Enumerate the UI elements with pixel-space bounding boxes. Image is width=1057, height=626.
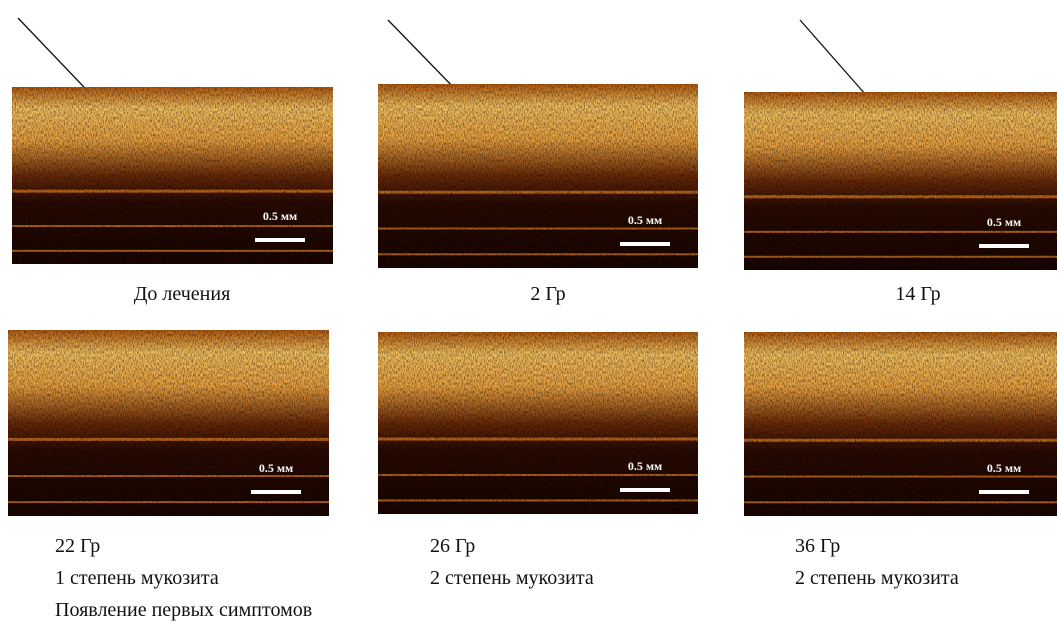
speckle (8, 330, 329, 516)
caption: 1 степень мукозита (55, 567, 219, 589)
oct-panel: 0.5 мм До лечения (12, 87, 333, 305)
speckle (12, 87, 333, 264)
scale-label: 0.5 мм (259, 461, 293, 475)
scale-bar (255, 238, 305, 242)
scale-bar (620, 488, 670, 492)
caption: 26 Гр (430, 535, 475, 557)
oct-panel: 0.5 мм 14 Гр (744, 92, 1057, 305)
caption: 2 степень мукозита (430, 567, 594, 589)
scale-label: 0.5 мм (263, 209, 297, 223)
caption: 2 степень мукозита (795, 567, 959, 589)
speckle (378, 332, 698, 514)
caption: 14 Гр (895, 283, 940, 305)
oct-panel: 0.5 мм 36 Гр 2 степень мукозита (744, 332, 1057, 589)
caption: Появление первых симптомов (55, 599, 312, 621)
oct-panel: 0.5 мм 26 Гр 2 степень мукозита (378, 332, 698, 589)
scale-label: 0.5 мм (628, 213, 662, 227)
oct-panel: 0.5 мм 2 Гр (378, 84, 698, 305)
figure: 0.5 ммДо лечения0.5 мм2 Гр0.5 мм14 Гр0.5… (0, 0, 1057, 626)
scale-bar (620, 242, 670, 246)
caption: 36 Гр (795, 535, 840, 557)
caption: 22 Гр (55, 535, 100, 557)
oct-panel: 0.5 мм 22 Гр 1 степень мукозита Появление п… (8, 330, 329, 621)
scale-label: 0.5 мм (987, 215, 1021, 229)
speckle (378, 84, 698, 268)
scale-label: 0.5 мм (628, 459, 662, 473)
caption: 2 Гр (530, 283, 565, 305)
scale-bar (251, 490, 301, 494)
scale-bar (979, 490, 1029, 494)
speckle (744, 332, 1057, 516)
caption: До лечения (134, 283, 231, 305)
speckle (744, 92, 1057, 270)
scale-bar (979, 244, 1029, 248)
scale-label: 0.5 мм (987, 461, 1021, 475)
